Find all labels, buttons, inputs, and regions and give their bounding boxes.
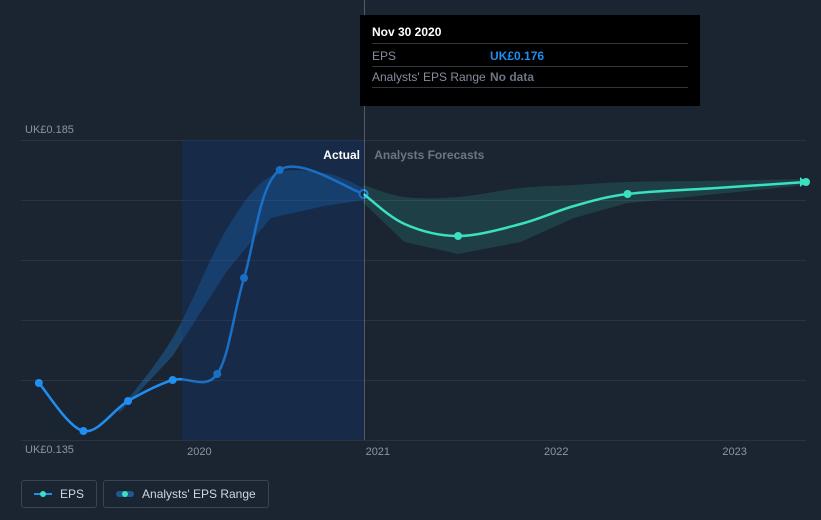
chart-container: UK£0.135 UK£0.185 2020 2021 2022 2023 Actual An… [0, 0, 821, 520]
tooltip-row-value: No data [490, 67, 534, 87]
grid-line [21, 140, 806, 141]
legend-label: EPS [60, 487, 84, 501]
tooltip-date: Nov 30 2020 [372, 25, 441, 39]
tooltip: Nov 30 2020 EPSUK£0.176Analysts' EPS Ran… [360, 15, 700, 106]
section-label-forecast: Analysts Forecasts [374, 148, 484, 162]
tooltip-row: EPSUK£0.176 [372, 46, 688, 67]
grid-line [21, 320, 806, 321]
legend-label: Analysts' EPS Range [142, 487, 256, 501]
y-axis-label: UK£0.185 [25, 124, 74, 136]
legend-item-eps[interactable]: EPS [21, 480, 97, 508]
legend-swatch-eps [34, 489, 52, 499]
eps-point [79, 427, 87, 435]
tooltip-row-label: Analysts' EPS Range [372, 67, 490, 87]
legend-item-range[interactable]: Analysts' EPS Range [103, 480, 269, 508]
eps-point [124, 397, 132, 405]
x-axis-label: 2022 [544, 446, 568, 458]
legend-swatch-range [116, 489, 134, 499]
grid-line [21, 260, 806, 261]
x-axis-label: 2023 [722, 446, 746, 458]
tooltip-row-value: UK£0.176 [490, 46, 544, 66]
grid-line [21, 440, 806, 441]
eps-forecast-point [624, 190, 632, 198]
plot-area: UK£0.135UK£0.1852020202120222023ActualAn… [21, 140, 806, 440]
highlight-band [182, 140, 364, 440]
eps-forecast-point [454, 232, 462, 240]
legend: EPS Analysts' EPS Range [21, 480, 269, 508]
tooltip-row-label: EPS [372, 46, 490, 66]
grid-line [21, 200, 806, 201]
plot-svg [21, 140, 806, 440]
eps-range-forecast [364, 179, 806, 254]
section-label-actual: Actual [323, 148, 360, 162]
grid-line [21, 380, 806, 381]
y-axis-label: UK£0.135 [25, 444, 74, 456]
x-axis-label: 2020 [187, 446, 211, 458]
x-axis-label: 2021 [366, 446, 390, 458]
tooltip-row: Analysts' EPS RangeNo data [372, 67, 688, 88]
